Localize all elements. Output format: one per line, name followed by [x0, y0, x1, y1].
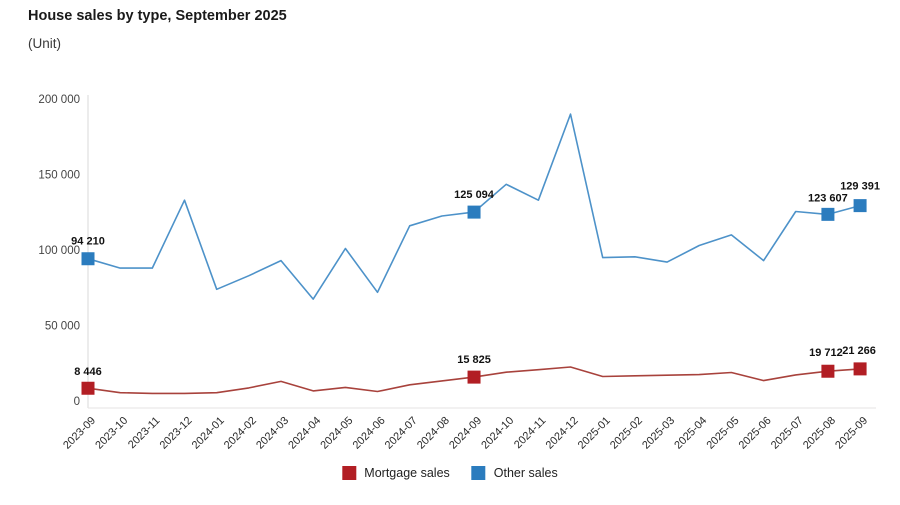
- mortgage-sales-marker[interactable]: [821, 364, 835, 378]
- x-axis-label: 2024-12: [544, 415, 581, 452]
- other-sales-marker[interactable]: [467, 205, 481, 219]
- mortgage-sales-marker[interactable]: [853, 362, 867, 376]
- legend-item-mortgage-sales[interactable]: Mortgage sales: [342, 466, 450, 480]
- legend-item-other-sales[interactable]: Other sales: [471, 466, 558, 480]
- x-axis-label: 2024-10: [479, 415, 516, 452]
- y-axis-label: 100 000: [38, 245, 80, 257]
- x-axis-label: 2025-02: [608, 415, 645, 452]
- mortgage-sales-marker[interactable]: [81, 381, 95, 395]
- y-axis-label: 50 000: [45, 321, 80, 333]
- x-axis-label: 2023-12: [158, 415, 195, 452]
- x-axis-label: 2024-02: [222, 415, 259, 452]
- data-label: 15 825: [457, 354, 491, 366]
- chart-legend: Mortgage sales Other sales: [342, 466, 558, 480]
- mortgage-sales-marker[interactable]: [467, 370, 481, 384]
- y-axis-label: 0: [74, 396, 80, 408]
- x-axis-label: 2024-07: [383, 415, 420, 452]
- x-axis-label: 2025-03: [640, 415, 677, 452]
- data-label: 94 210: [71, 236, 105, 248]
- legend-label: Mortgage sales: [364, 466, 450, 480]
- data-label: 123 607: [808, 192, 848, 204]
- data-label: 125 094: [454, 189, 495, 201]
- chart-unit-label: (Unit): [28, 36, 61, 51]
- x-axis-label: 2025-06: [737, 415, 774, 452]
- x-axis-label: 2024-11: [512, 415, 548, 451]
- x-axis-label: 2025-05: [704, 415, 741, 452]
- x-axis-label: 2025-04: [672, 415, 709, 452]
- x-axis-label: 2024-03: [254, 415, 291, 452]
- x-axis-label: 2025-09: [833, 415, 870, 452]
- legend-label: Other sales: [493, 466, 558, 480]
- data-label: 19 712: [809, 347, 843, 359]
- other-sales-marker[interactable]: [81, 252, 95, 266]
- x-axis-label: 2024-09: [447, 415, 484, 452]
- other-sales-marker[interactable]: [821, 207, 835, 221]
- x-axis-label: 2024-06: [351, 415, 388, 452]
- data-label: 21 266: [842, 345, 876, 357]
- data-label: 8 446: [74, 366, 102, 378]
- x-axis-label: 2023-09: [61, 415, 98, 452]
- y-axis-label: 200 000: [38, 94, 80, 106]
- other-sales-swatch-icon: [471, 466, 486, 480]
- mortgage-sales-swatch-icon: [342, 466, 357, 480]
- chart-title: House sales by type, September 2025: [28, 8, 287, 24]
- x-axis-label: 2024-08: [415, 415, 452, 452]
- other-sales-marker[interactable]: [853, 199, 867, 213]
- x-axis-label: 2024-04: [286, 415, 323, 452]
- data-label: 129 391: [840, 181, 880, 193]
- x-axis-label: 2025-08: [801, 415, 838, 452]
- x-axis-label: 2025-01: [576, 415, 613, 452]
- x-axis-label: 2023-11: [126, 415, 162, 451]
- x-axis-label: 2024-01: [190, 415, 227, 452]
- x-axis-label: 2024-05: [318, 415, 355, 452]
- y-axis-label: 150 000: [38, 170, 80, 182]
- x-axis-label: 2025-07: [769, 415, 806, 452]
- x-axis-label: 2023-10: [93, 415, 130, 452]
